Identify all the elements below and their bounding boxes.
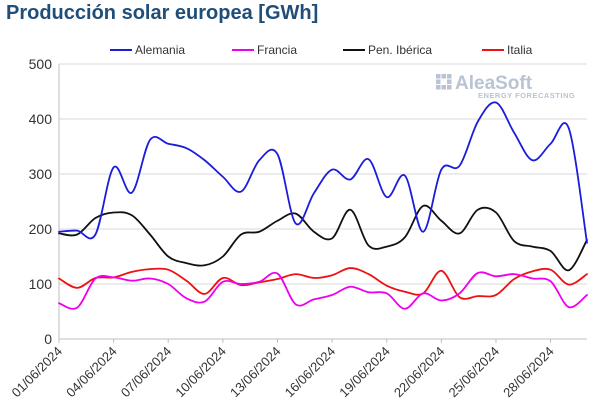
legend-label-alemania: Alemania: [135, 43, 185, 57]
aleasoft-logo: AleaSoft ENERGY FORECASTING: [436, 73, 575, 100]
x-tick-label: 16/06/2024: [282, 344, 339, 401]
logo-main-text: AleaSoft: [455, 73, 533, 94]
legend: Alemania Francia Pen. Ibérica Italia: [110, 43, 533, 57]
x-tick-label: 13/06/2024: [227, 344, 284, 401]
x-tick-label: 28/06/2024: [500, 344, 557, 401]
legend-label-francia: Francia: [257, 43, 297, 57]
x-tick-label: 07/06/2024: [118, 344, 175, 401]
legend-label-italia: Italia: [507, 43, 533, 57]
series-line-italia: [58, 267, 588, 300]
x-tick-label: 01/06/2024: [8, 344, 65, 401]
y-tick-label: 500: [29, 56, 53, 72]
x-tick-label: 22/06/2024: [391, 344, 448, 401]
series-lines: [58, 101, 588, 310]
chart-title: Producción solar europea [GWh]: [6, 2, 319, 24]
axes: [58, 64, 587, 340]
y-tick-label: 400: [29, 111, 53, 127]
x-tick-label: 04/06/2024: [63, 344, 120, 401]
y-tick-label: 300: [29, 166, 53, 182]
legend-label-pen-ib-rica: Pen. Ibérica: [368, 43, 432, 57]
x-tick-label: 19/06/2024: [336, 344, 393, 401]
x-tick-label: 10/06/2024: [172, 344, 229, 401]
series-line-alemania: [58, 101, 588, 244]
logo-sub-text: ENERGY FORECASTING: [478, 91, 575, 100]
series-line-pen-ib-rica: [58, 204, 588, 272]
x-tick-label: 25/06/2024: [445, 344, 502, 401]
y-tick-label: 200: [29, 221, 53, 237]
logo-mark-icon: [436, 74, 452, 90]
x-axis-ticks: 01/06/202404/06/202407/06/202410/06/2024…: [8, 339, 557, 401]
y-tick-label: 0: [44, 331, 52, 347]
y-tick-label: 100: [29, 276, 53, 292]
y-axis-ticks: 0 100 200 300 400 500: [29, 56, 53, 347]
series-line-francia: [58, 271, 588, 310]
